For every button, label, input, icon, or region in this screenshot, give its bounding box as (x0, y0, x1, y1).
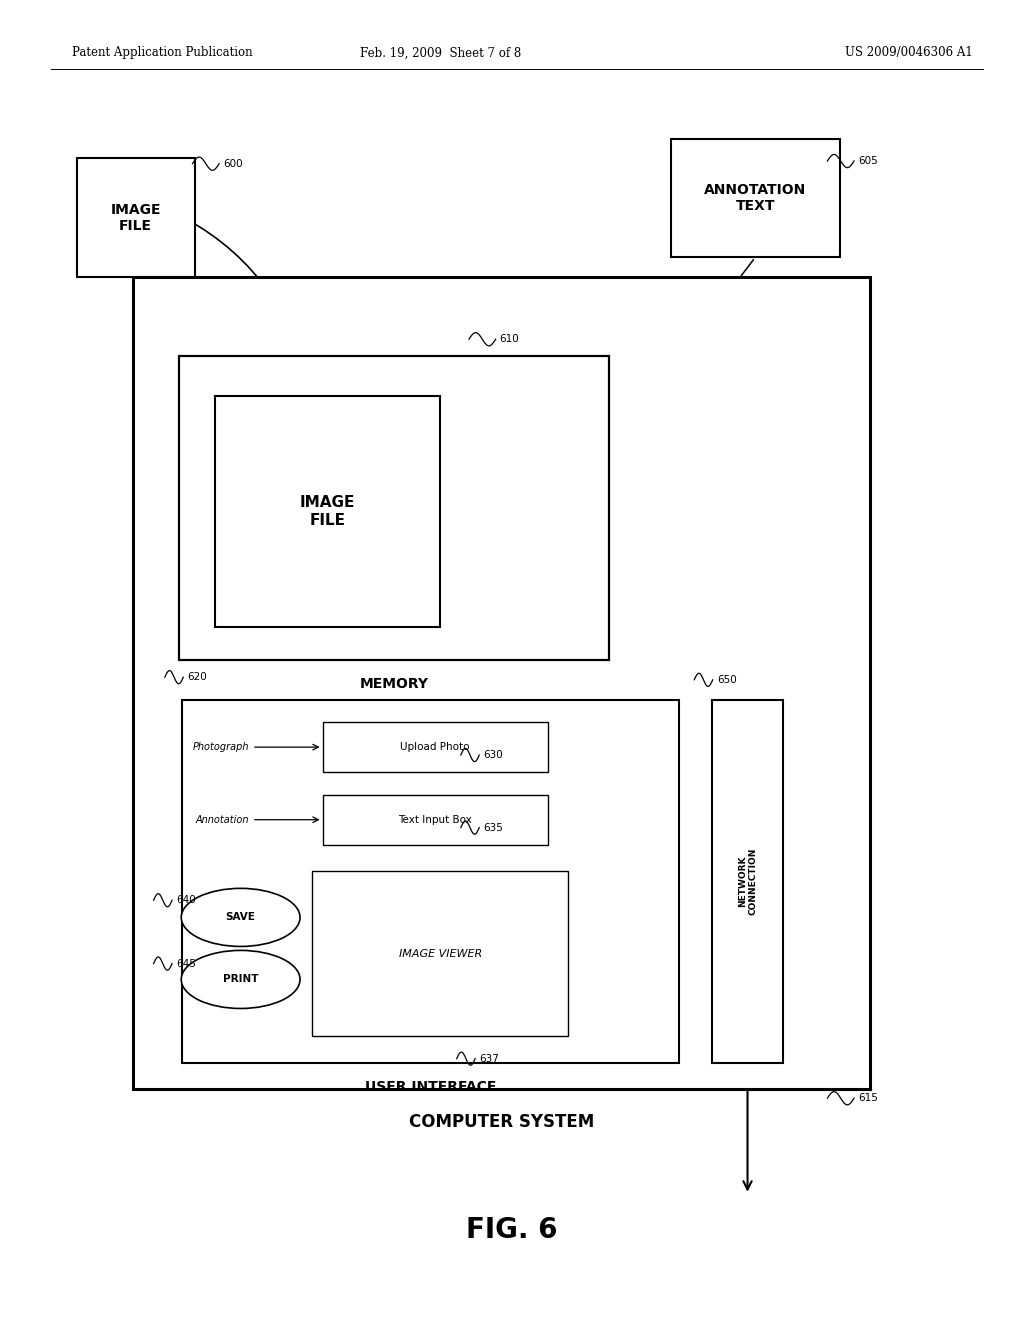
Text: 615: 615 (858, 1093, 878, 1104)
FancyBboxPatch shape (179, 356, 609, 660)
Text: 605: 605 (858, 156, 878, 166)
FancyBboxPatch shape (312, 871, 568, 1036)
Text: 610: 610 (500, 334, 519, 345)
FancyBboxPatch shape (323, 722, 548, 772)
Text: 645: 645 (176, 958, 196, 969)
Text: FIG. 6: FIG. 6 (466, 1216, 558, 1245)
Text: 640: 640 (176, 895, 196, 906)
Text: Photograph: Photograph (193, 742, 249, 752)
Ellipse shape (181, 888, 300, 946)
Text: Feb. 19, 2009  Sheet 7 of 8: Feb. 19, 2009 Sheet 7 of 8 (359, 46, 521, 59)
Text: USER INTERFACE: USER INTERFACE (365, 1080, 497, 1094)
Text: PRINT: PRINT (223, 974, 258, 985)
FancyBboxPatch shape (215, 396, 440, 627)
Text: US 2009/0046306 A1: US 2009/0046306 A1 (845, 46, 973, 59)
Text: NETWORK
CONNECTION: NETWORK CONNECTION (738, 847, 757, 915)
Text: Text Input Box: Text Input Box (398, 814, 472, 825)
Text: 637: 637 (479, 1053, 499, 1064)
Text: 600: 600 (223, 158, 243, 169)
Text: SAVE: SAVE (225, 912, 256, 923)
Text: ANNOTATION
TEXT: ANNOTATION TEXT (705, 183, 806, 213)
Text: 650: 650 (717, 675, 736, 685)
FancyBboxPatch shape (671, 139, 840, 257)
Text: Upload Photo: Upload Photo (400, 742, 470, 752)
Text: 630: 630 (483, 750, 503, 760)
FancyBboxPatch shape (323, 795, 548, 845)
FancyBboxPatch shape (712, 700, 783, 1063)
Text: COMPUTER SYSTEM: COMPUTER SYSTEM (410, 1113, 594, 1131)
Text: 635: 635 (483, 822, 503, 833)
Text: MEMORY: MEMORY (359, 677, 429, 692)
Text: IMAGE VIEWER: IMAGE VIEWER (398, 949, 482, 958)
Text: IMAGE
FILE: IMAGE FILE (111, 203, 161, 232)
Text: IMAGE
FILE: IMAGE FILE (300, 495, 355, 528)
FancyBboxPatch shape (133, 277, 870, 1089)
FancyBboxPatch shape (182, 700, 679, 1063)
Text: 620: 620 (187, 672, 207, 682)
Text: Patent Application Publication: Patent Application Publication (72, 46, 252, 59)
Ellipse shape (181, 950, 300, 1008)
Text: Annotation: Annotation (196, 814, 249, 825)
FancyBboxPatch shape (77, 158, 195, 277)
